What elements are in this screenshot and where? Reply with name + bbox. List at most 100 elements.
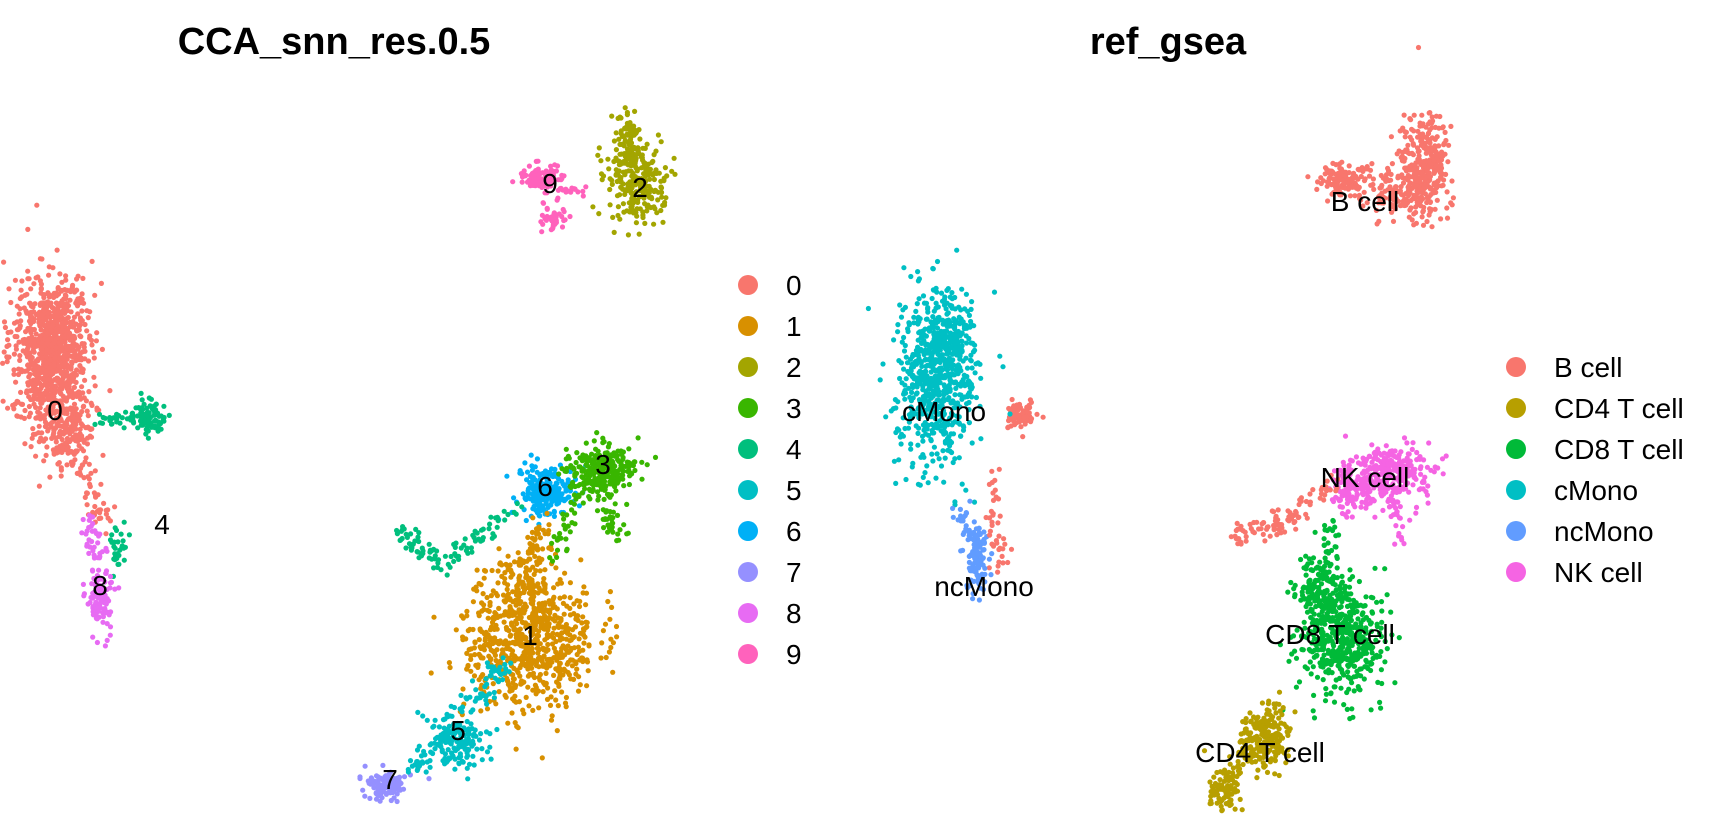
point <box>1434 134 1440 140</box>
point <box>415 534 421 540</box>
point <box>636 231 642 237</box>
point <box>642 177 649 184</box>
point <box>540 200 547 206</box>
point <box>95 577 101 583</box>
point <box>100 619 106 625</box>
point <box>559 491 565 497</box>
point <box>520 491 526 497</box>
point <box>58 473 64 479</box>
point <box>915 481 922 487</box>
point <box>948 439 955 446</box>
point <box>562 570 568 576</box>
point <box>626 148 632 154</box>
point <box>507 604 513 610</box>
point <box>523 517 529 524</box>
point <box>554 728 560 734</box>
point <box>603 509 609 515</box>
point <box>398 528 404 534</box>
point <box>6 286 12 292</box>
point <box>633 129 640 135</box>
point <box>1335 179 1341 185</box>
point <box>622 105 628 111</box>
point <box>25 226 31 232</box>
point <box>568 645 575 652</box>
point <box>1411 142 1417 148</box>
point <box>75 346 81 352</box>
point <box>472 640 478 646</box>
point <box>590 204 596 210</box>
point <box>583 440 589 446</box>
point <box>4 343 10 349</box>
point <box>80 404 86 410</box>
point <box>107 415 113 421</box>
point <box>1358 173 1364 180</box>
point <box>469 549 475 555</box>
point <box>502 517 508 523</box>
point <box>1345 186 1351 192</box>
point <box>613 155 619 161</box>
point <box>1420 209 1426 215</box>
point <box>562 668 569 674</box>
point <box>639 476 645 482</box>
point <box>909 389 915 395</box>
point <box>55 291 62 297</box>
point <box>86 461 92 467</box>
point <box>469 678 476 684</box>
point <box>412 762 418 768</box>
point <box>658 139 664 145</box>
point <box>526 177 532 183</box>
point <box>43 436 49 442</box>
point <box>71 416 77 422</box>
point <box>22 441 28 447</box>
point <box>151 403 157 409</box>
point <box>1370 176 1376 182</box>
point <box>99 346 105 352</box>
point <box>44 383 50 389</box>
point <box>89 258 95 264</box>
point <box>90 609 96 615</box>
point <box>556 620 562 627</box>
point <box>537 559 543 566</box>
point <box>1352 193 1358 199</box>
point <box>893 480 899 486</box>
point <box>34 202 40 208</box>
point <box>484 607 491 613</box>
point <box>557 530 563 537</box>
point <box>59 287 65 293</box>
point <box>952 499 958 505</box>
point <box>49 435 55 441</box>
point <box>1330 160 1336 166</box>
point <box>41 322 47 328</box>
point <box>662 165 669 171</box>
point <box>62 430 68 436</box>
point <box>959 286 965 292</box>
point <box>1326 179 1332 185</box>
point <box>600 628 607 634</box>
point <box>1318 180 1324 187</box>
point <box>553 697 559 703</box>
point <box>625 468 631 474</box>
point <box>1411 128 1417 134</box>
point <box>27 355 33 361</box>
point <box>479 757 485 763</box>
point <box>23 329 29 335</box>
point <box>942 455 948 461</box>
point <box>94 405 100 411</box>
point <box>642 220 648 226</box>
point <box>905 326 911 332</box>
point <box>531 605 537 611</box>
point <box>476 737 483 743</box>
point <box>1305 174 1311 180</box>
point <box>31 349 37 355</box>
point <box>538 471 544 477</box>
point <box>464 765 470 771</box>
point <box>401 774 408 780</box>
point <box>41 292 47 299</box>
point <box>640 145 646 151</box>
point <box>601 496 607 502</box>
point <box>541 653 547 659</box>
right-scatter-points <box>865 44 1456 814</box>
point <box>915 269 921 275</box>
point <box>938 463 945 469</box>
point <box>509 696 516 702</box>
